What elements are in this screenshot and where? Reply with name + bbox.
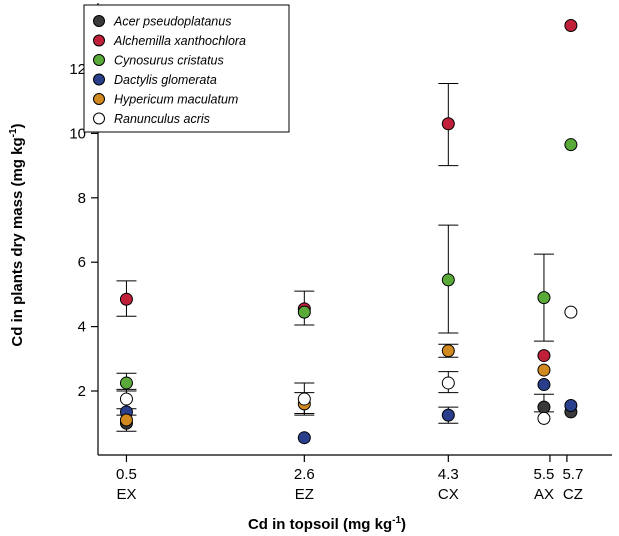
point-ranunculus-acris: [297, 392, 311, 406]
point-acer-pseudoplatanus: [537, 400, 551, 414]
point-dactylis-glomerata: [297, 431, 311, 445]
point-hypericum-maculatum: [537, 363, 551, 377]
point-cynosurus-cristatus: [119, 376, 133, 390]
legend-box: [83, 4, 290, 133]
y-tick-label: 2: [78, 383, 86, 400]
legend-label: Cynosurus cristatus: [114, 54, 224, 68]
data-points: [119, 19, 578, 445]
x-tick-value-label: 4.3: [438, 466, 459, 483]
y-axis-title: Cd in plants dry mass (mg kg-1): [8, 123, 26, 346]
point-dactylis-glomerata: [537, 378, 551, 392]
legend-marker: [93, 93, 105, 105]
point-alchemilla-xanthochlora: [564, 19, 578, 33]
point-ranunculus-acris: [119, 392, 133, 406]
point-hypericum-maculatum: [119, 413, 133, 427]
legend-marker: [93, 112, 105, 125]
point-hypericum-maculatum: [441, 344, 455, 358]
legend-label: Dactylis glomerata: [114, 73, 217, 87]
point-ranunculus-acris: [537, 411, 551, 425]
point-ranunculus-acris: [564, 305, 578, 319]
y-tick-label: 6: [78, 254, 86, 271]
x-tick-site-label: EX: [116, 486, 136, 503]
point-dactylis-glomerata: [441, 408, 455, 422]
legend-label: Ranunculus acris: [114, 112, 210, 126]
y-tick-label: 10: [69, 125, 86, 142]
point-cynosurus-cristatus: [564, 138, 578, 152]
point-cynosurus-cristatus: [537, 291, 551, 305]
point-dactylis-glomerata: [564, 398, 578, 412]
legend: Acer pseudoplatanus Alchemilla xanthochlo…: [83, 4, 290, 133]
legend-marker: [93, 15, 105, 27]
point-alchemilla-xanthochlora: [119, 292, 133, 306]
x-tick-value-label: 5.5: [534, 466, 555, 483]
legend-label: Hypericum maculatum: [114, 93, 238, 107]
x-tick-site-label: AX: [534, 486, 554, 503]
x-tick-site-label: CX: [438, 486, 459, 503]
point-ranunculus-acris: [441, 376, 455, 390]
y-tick-label: 8: [78, 190, 86, 207]
x-tick-site-label: EZ: [295, 486, 314, 503]
x-tick-value-label: 0.5: [116, 466, 137, 483]
point-cynosurus-cristatus: [297, 305, 311, 319]
legend-marker: [93, 54, 105, 66]
point-cynosurus-cristatus: [441, 273, 455, 287]
legend-marker: [93, 73, 105, 86]
x-tick-site-label: CZ: [563, 486, 583, 503]
point-alchemilla-xanthochlora: [537, 349, 551, 363]
x-tick-value-label: 2.6: [294, 466, 315, 483]
point-alchemilla-xanthochlora: [441, 117, 455, 131]
legend-marker: [93, 34, 105, 47]
y-tick-label: 4: [78, 319, 86, 336]
x-axis-title: Cd in topsoil (mg kg-1): [248, 515, 406, 533]
y-axis: 2 4 6 8 10 12: [69, 61, 98, 400]
legend-label: Acer pseudoplatanus: [113, 15, 231, 29]
legend-label: Alchemilla xanthochlora: [113, 34, 246, 48]
y-tick-label: 12: [69, 61, 86, 78]
x-tick-value-label: 5.7: [562, 466, 583, 483]
